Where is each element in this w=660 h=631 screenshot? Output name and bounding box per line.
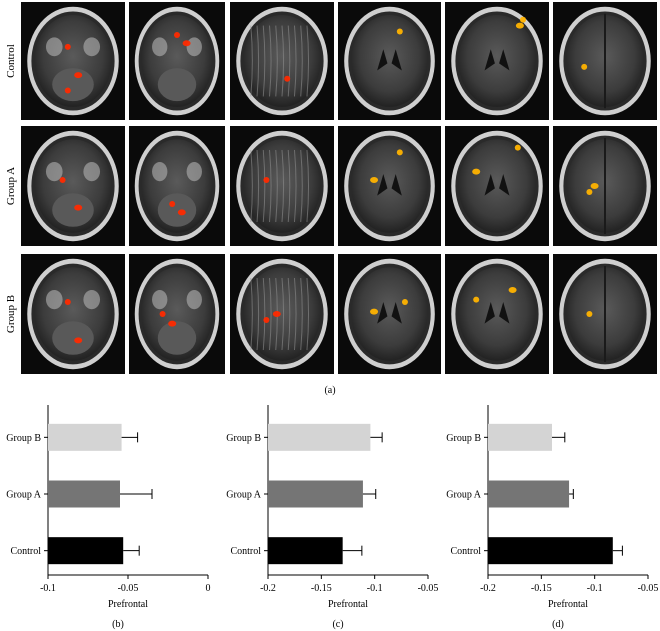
y-tick-label: Control: [230, 546, 261, 557]
activation-spot: [586, 189, 593, 195]
brain-slice-r0-c4: [445, 2, 549, 120]
activation-spot: [159, 311, 166, 317]
brain-slice-r1-c3: [338, 126, 441, 246]
activation-spot: [168, 320, 177, 327]
y-tick-label: Group B: [6, 433, 41, 444]
y-tick-label: Group A: [226, 490, 262, 501]
activation-spot: [515, 22, 524, 29]
activation-spot: [182, 40, 191, 47]
activation-spot: [401, 299, 408, 305]
x-tick-label: -0.15: [531, 583, 552, 594]
bar-group-b: [48, 423, 122, 451]
panel-a-label: (a): [324, 385, 335, 396]
bar-group-a: [488, 480, 570, 508]
activation-spot: [370, 177, 379, 183]
activation-spot: [472, 168, 481, 175]
activation-spot: [508, 287, 517, 293]
x-tick-label: -0.05: [418, 583, 439, 594]
activation-spot: [581, 63, 588, 70]
y-tick-label: Group B: [226, 433, 261, 444]
activation-spot: [169, 201, 176, 207]
brain-slice-r0-c3: [338, 2, 441, 120]
activation-spot: [59, 177, 66, 183]
panel-label: (d): [552, 619, 564, 630]
brain-slice-r0-c1: [129, 2, 225, 120]
activation-spot: [177, 209, 186, 216]
activation-spot: [272, 311, 281, 317]
panel-label: (c): [332, 619, 343, 630]
brain-slice-r2-c5: [553, 254, 657, 374]
activation-spot: [284, 75, 291, 82]
activation-spot: [64, 43, 71, 50]
brain-slice-r2-c4: [445, 254, 549, 374]
brain-slice-r1-c0: [21, 126, 125, 246]
activation-spot: [74, 337, 83, 344]
x-tick-label: -0.1: [40, 583, 56, 594]
activation-spot: [74, 204, 83, 211]
brain-slice-r1-c5: [553, 126, 657, 246]
bar-control: [268, 537, 343, 565]
row-label-2: Group B: [5, 295, 17, 333]
row-label-1: Group A: [5, 167, 17, 205]
brain-slice-r1-c4: [445, 126, 549, 246]
activation-spot: [520, 16, 526, 23]
brain-slice-r0-c5: [553, 2, 657, 120]
brain-slice-r1-c1: [129, 126, 225, 246]
y-tick-label: Control: [10, 546, 41, 557]
chart-b: -0.1 -0.05 0 Prefrontal (b) Control Group A Gro…: [6, 405, 211, 630]
brain-slice-r2-c3: [338, 254, 441, 374]
activation-spot: [74, 72, 83, 79]
panel-label: (b): [112, 619, 124, 630]
x-tick-label: -0.2: [480, 583, 496, 594]
brain-slice-r0-c2: [230, 2, 334, 120]
x-tick-label: -0.05: [118, 583, 139, 594]
x-tick-label: -0.2: [260, 583, 276, 594]
activation-spot: [64, 299, 71, 305]
activation-spot: [473, 296, 480, 303]
activation-spot: [370, 308, 379, 315]
chart-d: -0.2 -0.15 -0.1 -0.05 Prefrontal (d) Control Gr…: [446, 405, 659, 630]
y-tick-label: Control: [450, 546, 481, 557]
brain-slice-panel: Control Group A Group B (a): [5, 2, 657, 396]
activation-spot: [263, 317, 270, 323]
brain-slice-r2-c1: [129, 254, 225, 374]
x-tick-label: -0.1: [587, 583, 603, 594]
bar-group-b: [268, 423, 371, 451]
y-tick-label: Group A: [6, 490, 42, 501]
activation-spot: [396, 28, 403, 35]
row-label-0: Control: [5, 44, 17, 78]
bar-control: [48, 537, 124, 565]
x-tick-label: -0.15: [311, 583, 332, 594]
activation-spot: [263, 177, 270, 183]
brain-slice-r2-c0: [21, 254, 125, 374]
bar-group-a: [268, 480, 363, 508]
y-tick-label: Group A: [446, 490, 482, 501]
activation-spot: [174, 32, 180, 39]
activation-spot: [586, 311, 593, 317]
y-tick-label: Group B: [446, 433, 481, 444]
brain-slice-r1-c2: [230, 126, 334, 246]
x-axis-label: Prefrontal: [328, 599, 368, 610]
bar-control: [488, 537, 613, 565]
activation-spot: [64, 87, 71, 94]
x-axis-label: Prefrontal: [548, 599, 588, 610]
activation-spot: [514, 144, 521, 151]
bar-group-b: [488, 423, 552, 451]
activation-spot: [590, 183, 599, 189]
x-tick-label: -0.1: [367, 583, 383, 594]
brain-slice-r2-c2: [230, 254, 334, 374]
brain-slice-r0-c0: [21, 2, 125, 120]
x-axis-label: Prefrontal: [108, 599, 148, 610]
bar-group-a: [48, 480, 120, 508]
chart-c: -0.2 -0.15 -0.1 -0.05 Prefrontal (c) Control Gr…: [226, 405, 439, 630]
x-tick-label: 0: [206, 583, 211, 594]
activation-spot: [396, 149, 403, 156]
x-tick-label: -0.05: [638, 583, 659, 594]
